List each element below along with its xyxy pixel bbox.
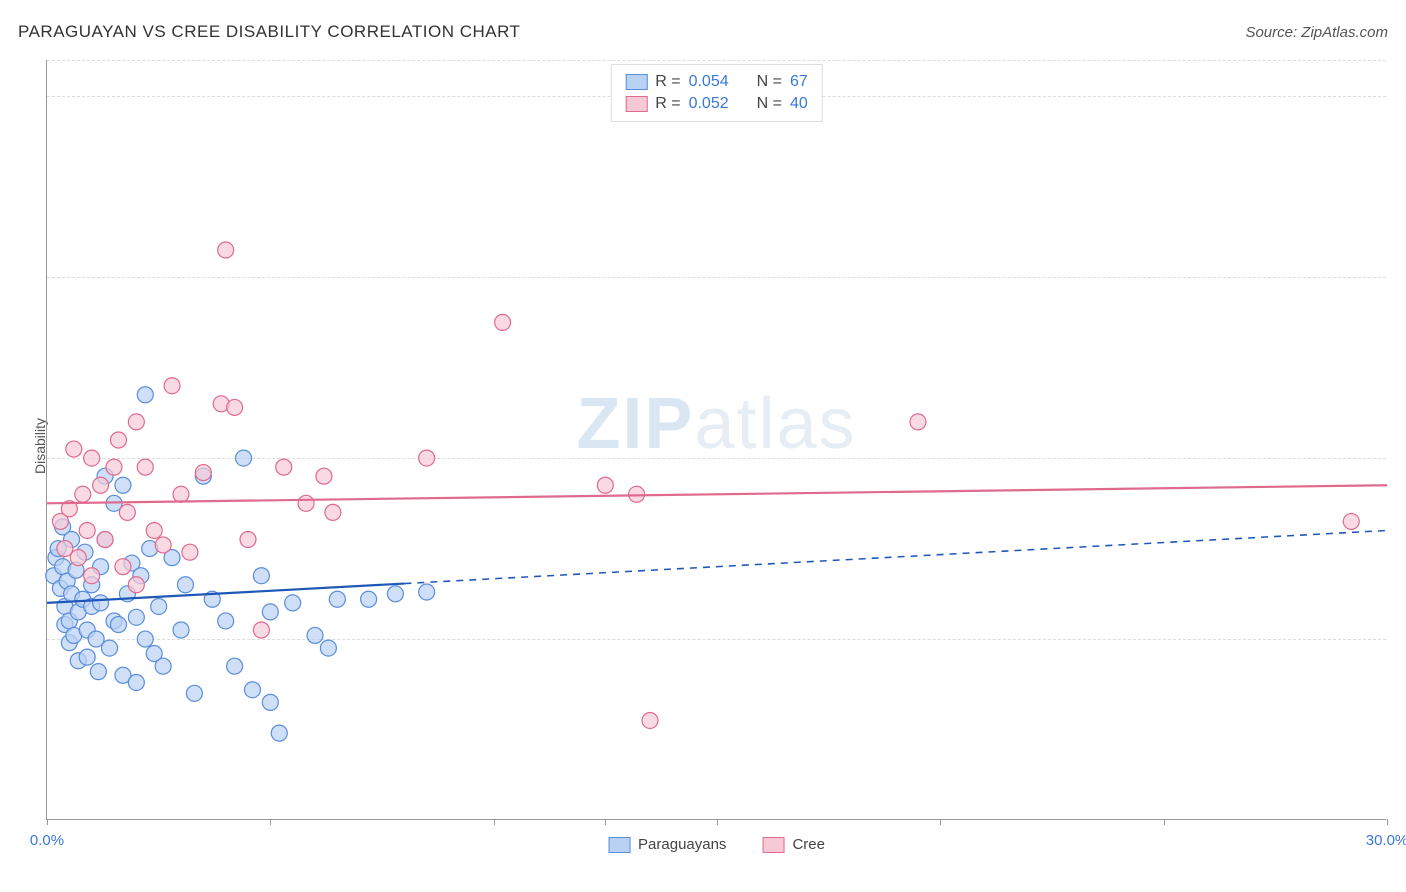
data-point	[128, 609, 144, 625]
data-point	[66, 441, 82, 457]
data-point	[182, 544, 198, 560]
data-point	[155, 537, 171, 553]
data-point	[79, 522, 95, 538]
trend-line-dashed	[404, 530, 1387, 583]
data-point	[128, 414, 144, 430]
data-point	[419, 584, 435, 600]
data-point	[307, 627, 323, 643]
legend-swatch-cree	[762, 837, 784, 853]
data-point	[164, 378, 180, 394]
data-point	[642, 712, 658, 728]
data-point	[75, 486, 91, 502]
data-point	[177, 577, 193, 593]
plot-area: ZIPatlas 10.0%20.0%30.0%40.0% 0.0%30.0% …	[46, 60, 1386, 820]
data-point	[110, 617, 126, 633]
data-point	[195, 465, 211, 481]
data-point	[128, 674, 144, 690]
stats-n-0: 67	[790, 73, 808, 91]
data-point	[110, 432, 126, 448]
data-point	[151, 598, 167, 614]
legend-swatch-paraguayans	[608, 837, 630, 853]
data-point	[173, 622, 189, 638]
data-point	[316, 468, 332, 484]
data-point	[173, 486, 189, 502]
data-point	[119, 504, 135, 520]
data-point	[218, 242, 234, 258]
data-point	[155, 658, 171, 674]
data-point	[240, 532, 256, 548]
data-point	[227, 658, 243, 674]
data-point	[271, 725, 287, 741]
stats-row-1: R = 0.052 N = 40	[625, 93, 808, 115]
x-tick-label: 0.0%	[30, 832, 64, 849]
legend-item-cree: Cree	[762, 836, 825, 853]
data-point	[253, 568, 269, 584]
data-point	[276, 459, 292, 475]
data-point	[597, 477, 613, 493]
data-point	[285, 595, 301, 611]
data-point	[93, 595, 109, 611]
data-point	[298, 495, 314, 511]
stats-r-1: 0.052	[689, 95, 729, 113]
data-point	[90, 664, 106, 680]
stats-n-1: 40	[790, 95, 808, 113]
data-point	[84, 450, 100, 466]
data-point	[329, 591, 345, 607]
data-point	[387, 586, 403, 602]
data-point	[910, 414, 926, 430]
data-point	[93, 477, 109, 493]
trend-line-solid	[47, 584, 404, 603]
data-point	[97, 532, 113, 548]
data-point	[361, 591, 377, 607]
x-tick-label: 30.0%	[1366, 832, 1406, 849]
data-point	[137, 387, 153, 403]
data-point	[262, 604, 278, 620]
data-point	[1343, 513, 1359, 529]
data-point	[106, 459, 122, 475]
data-point	[137, 459, 153, 475]
data-point	[79, 649, 95, 665]
data-point	[84, 568, 100, 584]
data-point	[186, 685, 202, 701]
data-point	[128, 577, 144, 593]
data-point	[102, 640, 118, 656]
stats-r-0: 0.054	[689, 73, 729, 91]
stats-row-0: R = 0.054 N = 67	[625, 71, 808, 93]
data-point	[244, 682, 260, 698]
stats-swatch-0	[625, 74, 647, 90]
stats-legend: R = 0.054 N = 67 R = 0.052 N = 40	[610, 64, 823, 122]
data-point	[227, 399, 243, 415]
legend-label-paraguayans: Paraguayans	[638, 836, 726, 853]
chart-title: PARAGUAYAN VS CREE DISABILITY CORRELATIO…	[18, 22, 520, 42]
chart-source: Source: ZipAtlas.com	[1245, 24, 1388, 41]
data-point	[236, 450, 252, 466]
data-point	[253, 622, 269, 638]
data-point	[115, 559, 131, 575]
stats-swatch-1	[625, 96, 647, 112]
chart-svg	[47, 60, 1386, 819]
data-point	[262, 694, 278, 710]
data-point	[419, 450, 435, 466]
data-point	[325, 504, 341, 520]
data-point	[115, 477, 131, 493]
legend-label-cree: Cree	[792, 836, 825, 853]
data-point	[70, 550, 86, 566]
data-point	[146, 522, 162, 538]
data-point	[495, 314, 511, 330]
data-point	[137, 631, 153, 647]
legend-item-paraguayans: Paraguayans	[608, 836, 726, 853]
data-point	[218, 613, 234, 629]
bottom-legend: Paraguayans Cree	[608, 836, 825, 853]
data-point	[320, 640, 336, 656]
trend-line-solid	[47, 485, 1387, 503]
